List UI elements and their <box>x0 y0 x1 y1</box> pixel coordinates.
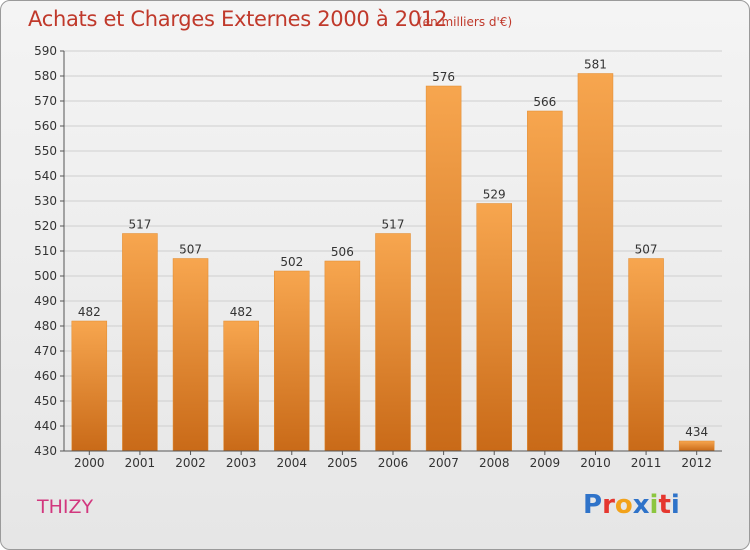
bar-2008 <box>476 203 512 452</box>
value-label: 517 <box>382 218 405 232</box>
logo-letter: i <box>670 490 680 520</box>
x-tick-label: 2002 <box>175 456 206 470</box>
bar-2002 <box>172 258 209 452</box>
x-tick-label: 2010 <box>580 456 611 470</box>
value-label: 507 <box>635 243 658 257</box>
logo-letter: o <box>614 490 633 520</box>
y-tick-label: 550 <box>34 144 57 158</box>
labels: 430 440 450 460 470 480 490 500 510 520 530 540 550 5… <box>34 44 712 470</box>
axes <box>60 50 722 455</box>
y-tick-label: 580 <box>34 69 57 83</box>
x-tick-label: 2006 <box>378 456 409 470</box>
logo-letter: x <box>632 490 650 520</box>
bar-2007 <box>425 85 462 452</box>
bar-2012 <box>678 440 715 452</box>
x-tick-label: 2007 <box>428 456 459 470</box>
bar-2000 <box>71 320 108 452</box>
y-tick-label: 520 <box>34 219 57 233</box>
bar-2006 <box>375 233 411 452</box>
value-label: 482 <box>78 305 101 319</box>
value-label: 434 <box>685 425 708 439</box>
x-tick-label: 2003 <box>226 456 257 470</box>
x-tick-label: 2011 <box>631 456 662 470</box>
y-tick-label: 480 <box>34 319 57 333</box>
y-tick-label: 450 <box>34 394 57 408</box>
bar-2009 <box>527 110 563 452</box>
x-tick-label: 2012 <box>681 456 712 470</box>
bar-2003 <box>223 320 259 452</box>
y-tick-label: 490 <box>34 294 57 308</box>
y-tick-label: 540 <box>34 169 57 183</box>
y-tick-label: 500 <box>34 269 57 283</box>
value-label: 566 <box>533 95 556 109</box>
value-label: 507 <box>179 243 202 257</box>
value-label: 576 <box>432 70 455 84</box>
chart-subtitle: (en milliers d'€) <box>418 15 513 29</box>
value-label: 529 <box>483 188 506 202</box>
x-tick-label: 2004 <box>276 456 307 470</box>
y-tick-label: 460 <box>34 369 57 383</box>
y-tick-label: 470 <box>34 344 57 358</box>
proxiti-logo: Proxiti <box>583 490 680 520</box>
x-tick-label: 2008 <box>479 456 510 470</box>
value-label: 517 <box>128 218 151 232</box>
bar-2001 <box>122 233 158 452</box>
y-tick-label: 430 <box>34 444 57 458</box>
value-label: 581 <box>584 58 607 72</box>
x-tick-label: 2000 <box>74 456 105 470</box>
x-tick-label: 2001 <box>125 456 156 470</box>
bars <box>71 73 715 452</box>
y-tick-label: 590 <box>34 44 57 58</box>
logo-letter: t <box>658 490 671 520</box>
y-tick-label: 440 <box>34 419 57 433</box>
x-tick-label: 2009 <box>530 456 561 470</box>
town-name: THIZY <box>37 496 94 518</box>
logo-letter: r <box>602 490 615 520</box>
y-tick-label: 570 <box>34 94 57 108</box>
value-label: 502 <box>280 255 303 269</box>
bar-2011 <box>628 258 664 452</box>
logo-letter: i <box>649 490 659 520</box>
value-label: 506 <box>331 245 354 259</box>
bar-2010 <box>577 73 614 452</box>
y-tick-label: 530 <box>34 194 57 208</box>
chart-title: Achats et Charges Externes 2000 à 2012 <box>28 7 448 31</box>
value-label: 482 <box>230 305 253 319</box>
y-tick-label: 560 <box>34 119 57 133</box>
bar-2004 <box>274 270 310 452</box>
y-tick-label: 510 <box>34 244 57 258</box>
bar-2005 <box>324 260 361 452</box>
x-tick-label: 2005 <box>327 456 358 470</box>
logo-letter: P <box>583 490 603 520</box>
